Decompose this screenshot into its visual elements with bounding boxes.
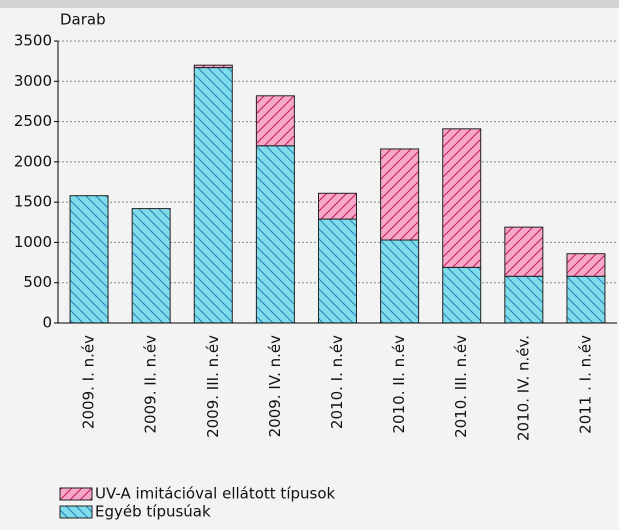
bar-segment [566, 275, 606, 324]
x-tick-label: 2010. I. n.év [328, 335, 346, 429]
bar-segment [318, 218, 357, 324]
y-tick-label: 2000 [14, 152, 52, 170]
y-tick-label: 3500 [14, 32, 52, 50]
bar-segment [318, 192, 357, 220]
x-tick-label: 2009. I. n.év [80, 335, 98, 429]
bar-segment [255, 145, 295, 324]
bar-segment [193, 64, 233, 69]
bar-segment [380, 239, 420, 324]
bar-segment [504, 226, 544, 277]
top-band [0, 0, 619, 8]
x-tick-label: 2010. III. n.év [452, 335, 470, 438]
y-tick-label: 500 [23, 273, 52, 291]
x-tick-label: 2011 . I. n.év [576, 335, 594, 434]
bar-segment [131, 208, 171, 324]
legend-swatch [59, 505, 93, 519]
y-tick-label: 1500 [14, 193, 52, 211]
bar-segment [255, 95, 295, 147]
x-tick-label: 2010. II. n.év [390, 335, 408, 434]
bar-segment [442, 128, 482, 268]
y-axis-label: Darab [60, 11, 106, 29]
y-tick-label: 3000 [14, 72, 52, 90]
bar-segment [504, 275, 544, 324]
bar-segment [566, 253, 606, 277]
y-tick-label: 2500 [14, 112, 52, 130]
y-tick-label: 1000 [14, 233, 52, 251]
x-tick-label: 2009. II. n.év [142, 335, 160, 434]
bar-segment [69, 195, 109, 324]
legend-label: UV-A imitációval ellátott típusok [95, 485, 336, 503]
y-tick-label: 0 [42, 314, 52, 332]
bar-segment [380, 148, 420, 241]
x-tick-label: 2010. IV. n.év. [514, 335, 532, 441]
bar-segment [442, 266, 482, 324]
x-tick-label: 2009. IV. n.év [266, 335, 284, 438]
x-tick-label: 2009. III. n.év [204, 335, 222, 438]
legend-swatch [59, 487, 93, 501]
legend-label: Egyéb típusúak [95, 503, 211, 521]
bar-segment [193, 67, 233, 324]
